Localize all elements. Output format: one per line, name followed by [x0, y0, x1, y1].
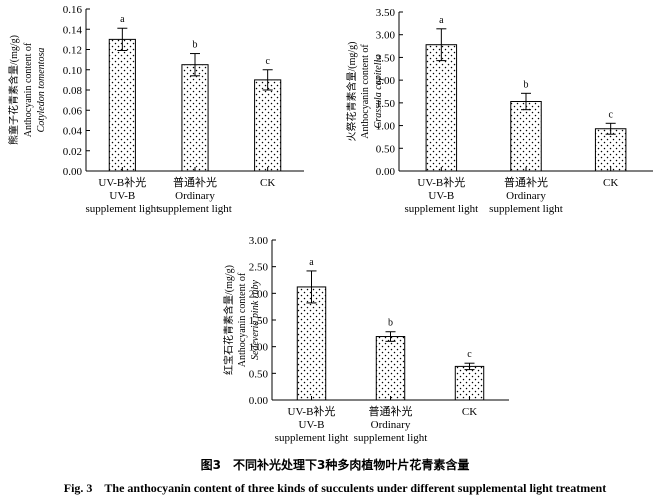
x-category-label: Ordinary	[506, 190, 546, 202]
significance-letter: a	[120, 14, 125, 25]
y-tick-label: 0.12	[63, 45, 82, 57]
significance-letter: a	[309, 257, 314, 268]
significance-letter: b	[388, 318, 393, 329]
y-tick-label: 0.50	[249, 368, 269, 380]
x-category-label: 普通补光	[504, 175, 548, 189]
x-category-label: CK	[462, 406, 477, 418]
bar	[254, 79, 282, 172]
y-tick-label: 1.00	[249, 342, 269, 354]
y-tick-label: 0.14	[63, 24, 83, 36]
y-axis-label: Sedeveria pink ruby	[250, 279, 261, 360]
chart-sedeveria-pink-ruby: 0.000.501.001.502.002.503.00aUV-B补光UV-Bs…	[222, 235, 509, 444]
x-category-label: CK	[260, 177, 275, 189]
y-tick-label: 0.00	[249, 395, 269, 407]
x-category-label: 普通补光	[173, 175, 217, 189]
y-tick-label: 0.50	[376, 143, 396, 155]
x-category-label: UV-B	[299, 419, 325, 431]
y-tick-label: 2.00	[376, 75, 396, 87]
significance-letter: c	[265, 56, 270, 67]
chart-cotyledon-tomentosa: 0.00 0.02 0.04 0.06 0.08 0.10 0.12 0.14 0.16 a UV-…	[7, 4, 304, 215]
x-category-label: Ordinary	[175, 190, 215, 202]
y-tick-label: 3.00	[249, 235, 269, 247]
y-tick-label: 1.00	[376, 121, 396, 133]
y-tick-label: 0.00	[376, 166, 396, 178]
significance-letter: c	[608, 109, 613, 120]
bar	[375, 336, 406, 401]
chart-crassula-capitella: 0.00 0.50 1.00 1.50 2.00 2.50 3.00 3.50 a UV-B补光U…	[345, 7, 653, 215]
y-tick-label: 2.00	[249, 288, 269, 300]
y-axis-label: 红宝石花青素含量/(mg/g)	[222, 265, 235, 375]
caption-en: Fig. 3 The anthocyanin content of three …	[64, 481, 606, 495]
x-category-label: UV-B补光	[98, 175, 146, 189]
y-axis-label: Crassula capitella	[373, 55, 384, 129]
y-tick-label: 1.50	[376, 98, 396, 110]
bar	[510, 100, 542, 172]
x-category-label: supplement light	[489, 203, 563, 215]
bar	[108, 38, 136, 172]
y-tick-label: 0.04	[63, 126, 83, 138]
y-tick-label: 3.00	[376, 30, 396, 42]
y-tick-label: 2.50	[376, 52, 396, 64]
bar	[454, 365, 485, 401]
y-tick-label: 0.06	[63, 105, 83, 117]
x-category-label: supplement light	[354, 432, 428, 444]
bar	[181, 64, 209, 172]
x-category-label: CK	[603, 177, 618, 189]
y-tick-label: 0.02	[63, 146, 82, 158]
y-tick-label: 0.10	[63, 65, 83, 77]
y-tick-label: 1.50	[249, 315, 269, 327]
significance-letter: b	[524, 79, 529, 90]
y-axis-label: Anthocyanin content of	[237, 272, 248, 367]
y-axis-label: 熊童子花青素含量/(mg/g)	[7, 35, 20, 145]
x-category-label: UV-B	[428, 190, 454, 202]
x-category-label: supplement light	[275, 432, 349, 444]
y-axis-label: 火祭花青素含量/(mg/g)	[345, 42, 358, 142]
y-tick-label: 3.50	[376, 7, 396, 19]
significance-letter: b	[193, 40, 198, 51]
y-tick-label: 0.08	[63, 85, 83, 97]
bar	[425, 44, 458, 172]
bar	[594, 128, 627, 172]
significance-letter: c	[467, 349, 472, 360]
x-category-label: supplement light	[405, 203, 479, 215]
x-category-label: UV-B补光	[288, 404, 336, 418]
x-category-label: supplement light	[86, 203, 160, 215]
y-axis-label: Anthocyanin content of	[23, 42, 34, 137]
y-axis-label: Cotyledon tomentosa	[36, 48, 47, 133]
y-tick-label: 2.50	[249, 262, 269, 274]
significance-letter: a	[439, 15, 444, 26]
x-category-label: Ordinary	[371, 419, 411, 431]
bar	[296, 286, 327, 401]
caption-zh: 图3 不同补光处理下3种多肉植物叶片花青素含量	[201, 457, 470, 472]
x-category-label: UV-B	[109, 190, 135, 202]
x-category-label: 普通补光	[369, 404, 413, 418]
y-tick-label: 0.16	[63, 4, 83, 16]
x-category-label: supplement light	[158, 203, 232, 215]
y-tick-label: 0.00	[63, 166, 83, 178]
y-axis-label: Anthocyanin content of	[360, 44, 371, 139]
x-category-label: UV-B补光	[417, 175, 465, 189]
